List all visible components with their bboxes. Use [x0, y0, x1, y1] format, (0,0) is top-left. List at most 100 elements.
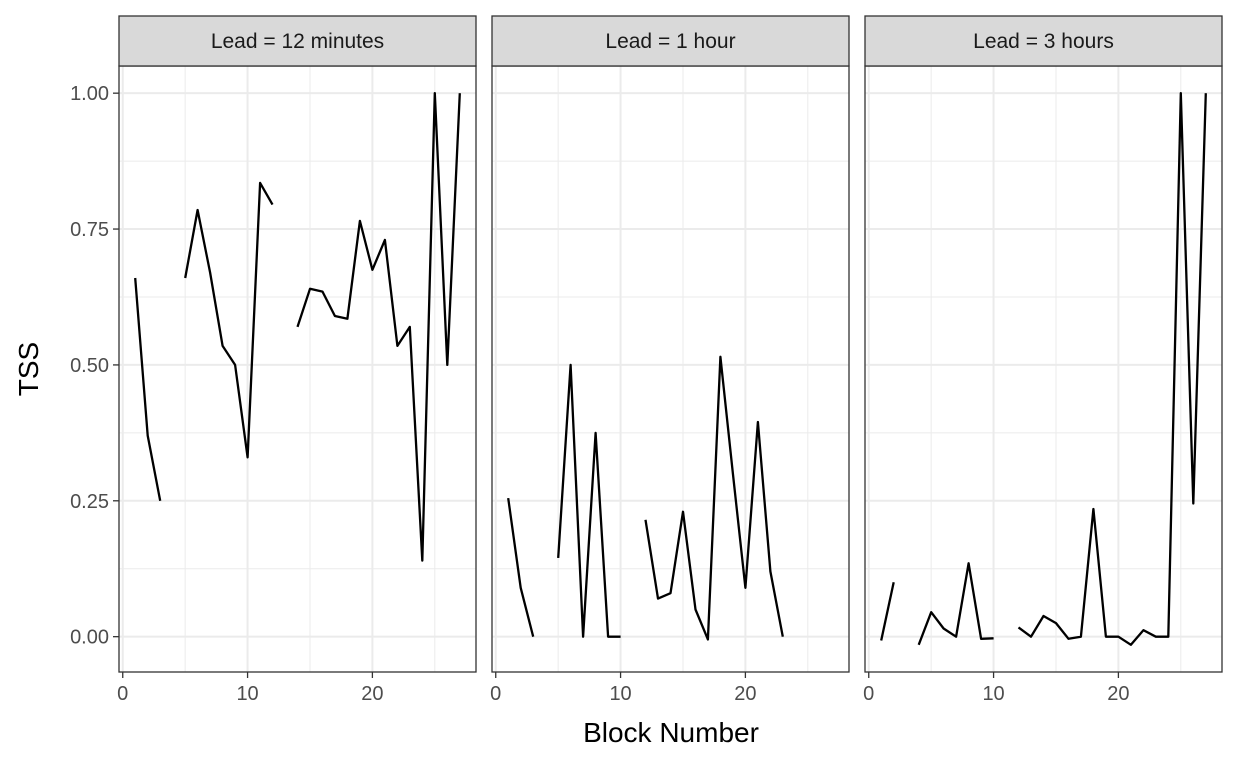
series-line-segment	[1017, 92, 1207, 646]
data-point	[1155, 636, 1157, 638]
data-point	[757, 421, 759, 423]
data-point	[918, 644, 920, 646]
data-point	[184, 277, 186, 279]
x-tick-label: 10	[236, 683, 258, 705]
data-point	[1205, 92, 1207, 94]
data-point	[770, 571, 772, 573]
data-point	[209, 272, 211, 274]
data-point	[459, 92, 461, 94]
y-tick-label: 0.50	[70, 355, 109, 377]
panel-background	[492, 66, 849, 672]
data-point	[670, 592, 672, 594]
data-point	[1080, 636, 1082, 638]
data-point	[372, 269, 374, 271]
data-point	[1043, 615, 1045, 617]
data-point	[532, 636, 534, 638]
data-point	[607, 636, 609, 638]
data-point	[955, 636, 957, 638]
data-point	[397, 345, 399, 347]
data-point	[234, 364, 236, 366]
data-point	[1180, 92, 1182, 94]
data-point	[259, 182, 261, 184]
data-point	[222, 345, 224, 347]
data-point	[309, 288, 311, 290]
series-line-segment	[880, 582, 895, 641]
data-point	[447, 364, 449, 366]
series-line-segment	[644, 355, 784, 641]
data-point	[720, 356, 722, 358]
data-point	[1168, 636, 1170, 638]
data-point	[197, 209, 199, 211]
x-tick-label: 10	[982, 683, 1004, 705]
data-point	[880, 640, 882, 642]
data-point	[434, 92, 436, 94]
x-tick-label: 0	[117, 683, 128, 705]
series-line-segment	[134, 277, 162, 502]
data-point	[359, 220, 361, 222]
data-point	[707, 639, 709, 641]
data-point	[507, 497, 509, 499]
data-point	[1143, 629, 1145, 631]
x-tick-label: 0	[490, 683, 501, 705]
data-point	[247, 457, 249, 459]
data-point	[1055, 622, 1057, 624]
y-tick-label: 1.00	[70, 83, 109, 105]
data-point	[384, 239, 386, 241]
data-point	[1118, 636, 1120, 638]
data-point	[1193, 503, 1195, 505]
x-tick-label: 20	[1107, 683, 1129, 705]
data-point	[930, 611, 932, 613]
data-point	[1068, 638, 1070, 640]
series-line-segment	[557, 363, 621, 638]
data-point	[782, 636, 784, 638]
facet-strip-label: Lead = 12 minutes	[211, 30, 384, 53]
data-point	[159, 500, 161, 502]
facet-strip	[118, 15, 477, 67]
x-axis-title: Block Number	[583, 717, 759, 748]
data-point	[1130, 644, 1132, 646]
data-point	[422, 560, 424, 562]
panel-background	[865, 66, 1222, 672]
data-point	[645, 519, 647, 521]
data-point	[347, 318, 349, 320]
y-tick-label: 0.25	[70, 491, 109, 513]
data-point	[745, 587, 747, 589]
data-point	[980, 638, 982, 640]
data-point	[322, 291, 324, 293]
data-point	[968, 563, 970, 565]
data-point	[1105, 636, 1107, 638]
data-point	[134, 277, 136, 279]
data-point	[695, 609, 697, 611]
series-line-segment	[184, 181, 274, 459]
data-point	[520, 587, 522, 589]
data-point	[732, 473, 734, 475]
data-point	[297, 326, 299, 328]
data-point	[272, 204, 274, 206]
data-point	[682, 511, 684, 513]
y-tick-label: 0.00	[70, 627, 109, 649]
x-tick-label: 0	[863, 683, 874, 705]
data-point	[409, 326, 411, 328]
facet-strip	[491, 15, 850, 67]
data-point	[595, 432, 597, 434]
data-point	[620, 636, 622, 638]
y-tick-label: 0.75	[70, 219, 109, 241]
data-point	[1030, 636, 1032, 638]
panel-background	[119, 66, 476, 672]
y-axis-title: TSS	[13, 342, 44, 396]
data-point	[582, 636, 584, 638]
facet-strip	[864, 15, 1223, 67]
data-point	[570, 364, 572, 366]
series-line-segment	[507, 497, 535, 637]
data-point	[1018, 627, 1020, 629]
x-tick-label: 10	[609, 683, 631, 705]
series-line-segment	[296, 92, 461, 562]
data-point	[334, 315, 336, 317]
data-point	[893, 582, 895, 584]
data-point	[657, 598, 659, 600]
data-point	[557, 557, 559, 559]
x-tick-label: 20	[361, 683, 383, 705]
facet-strip-label: Lead = 3 hours	[973, 30, 1114, 53]
